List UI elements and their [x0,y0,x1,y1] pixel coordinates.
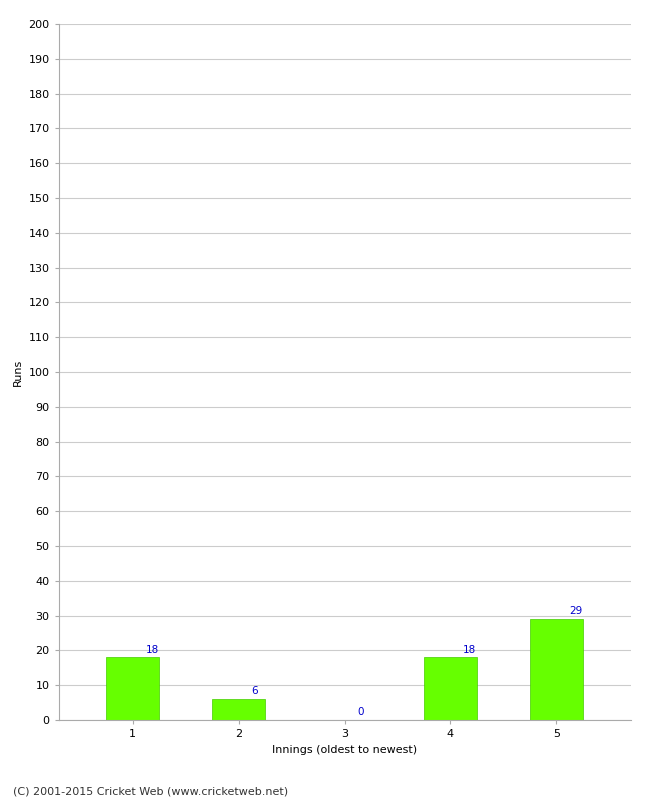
Text: (C) 2001-2015 Cricket Web (www.cricketweb.net): (C) 2001-2015 Cricket Web (www.cricketwe… [13,786,288,796]
Bar [530,619,583,720]
Y-axis label: Runs: Runs [13,358,23,386]
Text: 18: 18 [463,645,476,654]
Text: 29: 29 [569,606,582,616]
X-axis label: Innings (oldest to newest): Innings (oldest to newest) [272,745,417,754]
Bar [106,658,159,720]
Text: 6: 6 [252,686,258,696]
Text: 18: 18 [146,645,159,654]
Bar [424,658,477,720]
Bar [212,699,265,720]
Text: 0: 0 [358,707,364,718]
